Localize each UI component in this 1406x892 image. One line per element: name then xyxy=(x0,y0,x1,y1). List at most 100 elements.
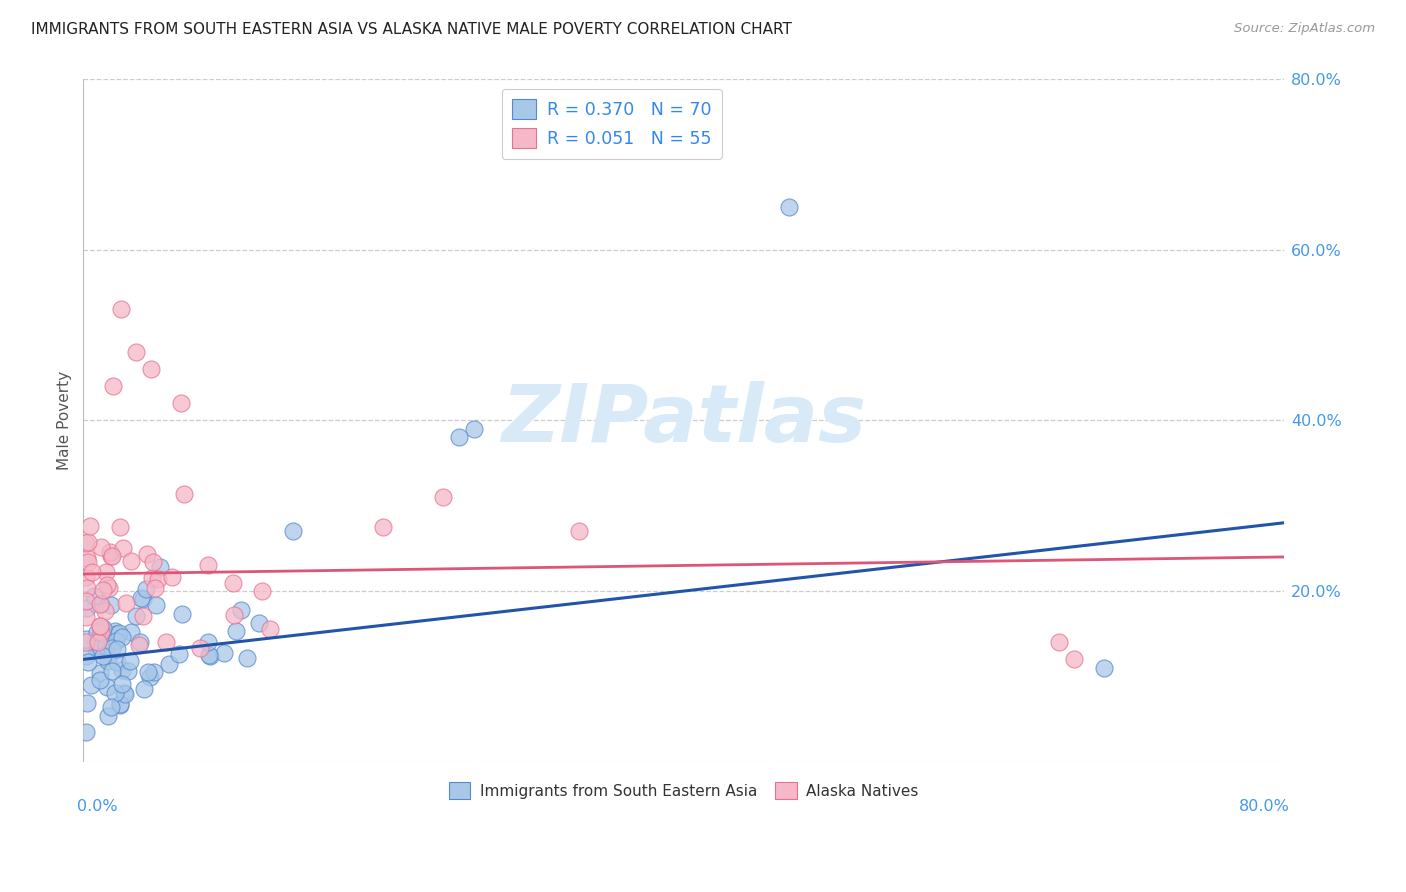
Point xyxy=(111,630,134,644)
Point xyxy=(89,618,111,632)
Point xyxy=(1063,652,1085,666)
Point xyxy=(121,625,143,640)
Point xyxy=(120,654,142,668)
Point xyxy=(145,598,167,612)
Point xyxy=(90,540,112,554)
Point xyxy=(90,625,112,640)
Point xyxy=(96,578,118,592)
Point xyxy=(132,609,155,624)
Point xyxy=(108,698,131,712)
Point xyxy=(86,624,108,639)
Point xyxy=(188,640,211,655)
Point xyxy=(77,555,100,569)
Point xyxy=(82,565,104,579)
Point xyxy=(142,555,165,569)
Point xyxy=(135,582,157,596)
Point xyxy=(96,640,118,654)
Point xyxy=(222,576,245,591)
Point xyxy=(172,607,194,622)
Point xyxy=(80,678,103,692)
Point xyxy=(76,697,98,711)
Legend: Immigrants from South Eastern Asia, Alaska Natives: Immigrants from South Eastern Asia, Alas… xyxy=(443,775,924,805)
Point xyxy=(115,596,138,610)
Point xyxy=(91,621,114,635)
Point xyxy=(76,535,98,549)
Point xyxy=(90,597,112,611)
Point xyxy=(76,582,98,596)
Point xyxy=(100,549,122,564)
Point xyxy=(104,624,127,639)
Y-axis label: Male Poverty: Male Poverty xyxy=(58,371,72,470)
Point xyxy=(103,379,125,393)
Point xyxy=(75,632,97,646)
Point xyxy=(107,626,129,640)
Point xyxy=(125,609,148,624)
Point xyxy=(98,545,121,559)
Point xyxy=(114,687,136,701)
Point xyxy=(105,641,128,656)
Point xyxy=(100,599,122,613)
Point xyxy=(89,673,111,687)
Point xyxy=(143,582,166,596)
Point xyxy=(229,602,252,616)
Point xyxy=(149,560,172,574)
Point xyxy=(146,573,169,587)
Point xyxy=(125,345,148,359)
Point xyxy=(120,554,142,568)
Point xyxy=(97,649,120,664)
Point xyxy=(75,609,97,624)
Point xyxy=(432,490,454,504)
Point xyxy=(89,597,111,611)
Point xyxy=(104,686,127,700)
Point xyxy=(197,635,219,649)
Point xyxy=(77,655,100,669)
Point xyxy=(136,547,159,561)
Point xyxy=(139,362,162,376)
Point xyxy=(157,657,180,671)
Point xyxy=(101,641,124,656)
Point xyxy=(101,664,124,678)
Point xyxy=(132,591,155,606)
Point xyxy=(111,541,134,556)
Point xyxy=(91,649,114,664)
Point xyxy=(111,676,134,690)
Point xyxy=(139,670,162,684)
Point xyxy=(83,590,105,604)
Point xyxy=(235,651,257,665)
Point xyxy=(128,634,150,648)
Point xyxy=(75,634,97,648)
Point xyxy=(1047,635,1070,649)
Point xyxy=(75,724,97,739)
Point xyxy=(132,681,155,696)
Point xyxy=(105,655,128,669)
Point xyxy=(75,649,97,664)
Point xyxy=(86,639,108,653)
Point xyxy=(259,622,281,636)
Point xyxy=(247,615,270,630)
Point xyxy=(198,648,221,663)
Point xyxy=(89,666,111,681)
Point xyxy=(212,647,235,661)
Point xyxy=(568,524,591,539)
Point xyxy=(197,558,219,573)
Point xyxy=(91,583,114,598)
Point xyxy=(155,635,177,649)
Point xyxy=(100,700,122,714)
Point xyxy=(160,570,183,584)
Point xyxy=(131,591,153,605)
Point xyxy=(283,524,305,539)
Point xyxy=(447,430,470,444)
Point xyxy=(105,627,128,641)
Text: IMMIGRANTS FROM SOUTH EASTERN ASIA VS ALASKA NATIVE MALE POVERTY CORRELATION CHA: IMMIGRANTS FROM SOUTH EASTERN ASIA VS AL… xyxy=(31,22,792,37)
Point xyxy=(79,519,101,533)
Text: 80.0%: 80.0% xyxy=(1239,799,1289,814)
Point xyxy=(96,680,118,694)
Point xyxy=(250,584,273,599)
Point xyxy=(76,551,98,566)
Point xyxy=(222,607,245,622)
Point xyxy=(136,665,159,679)
Point xyxy=(97,709,120,723)
Point xyxy=(97,582,120,596)
Text: Source: ZipAtlas.com: Source: ZipAtlas.com xyxy=(1234,22,1375,36)
Point xyxy=(97,654,120,668)
